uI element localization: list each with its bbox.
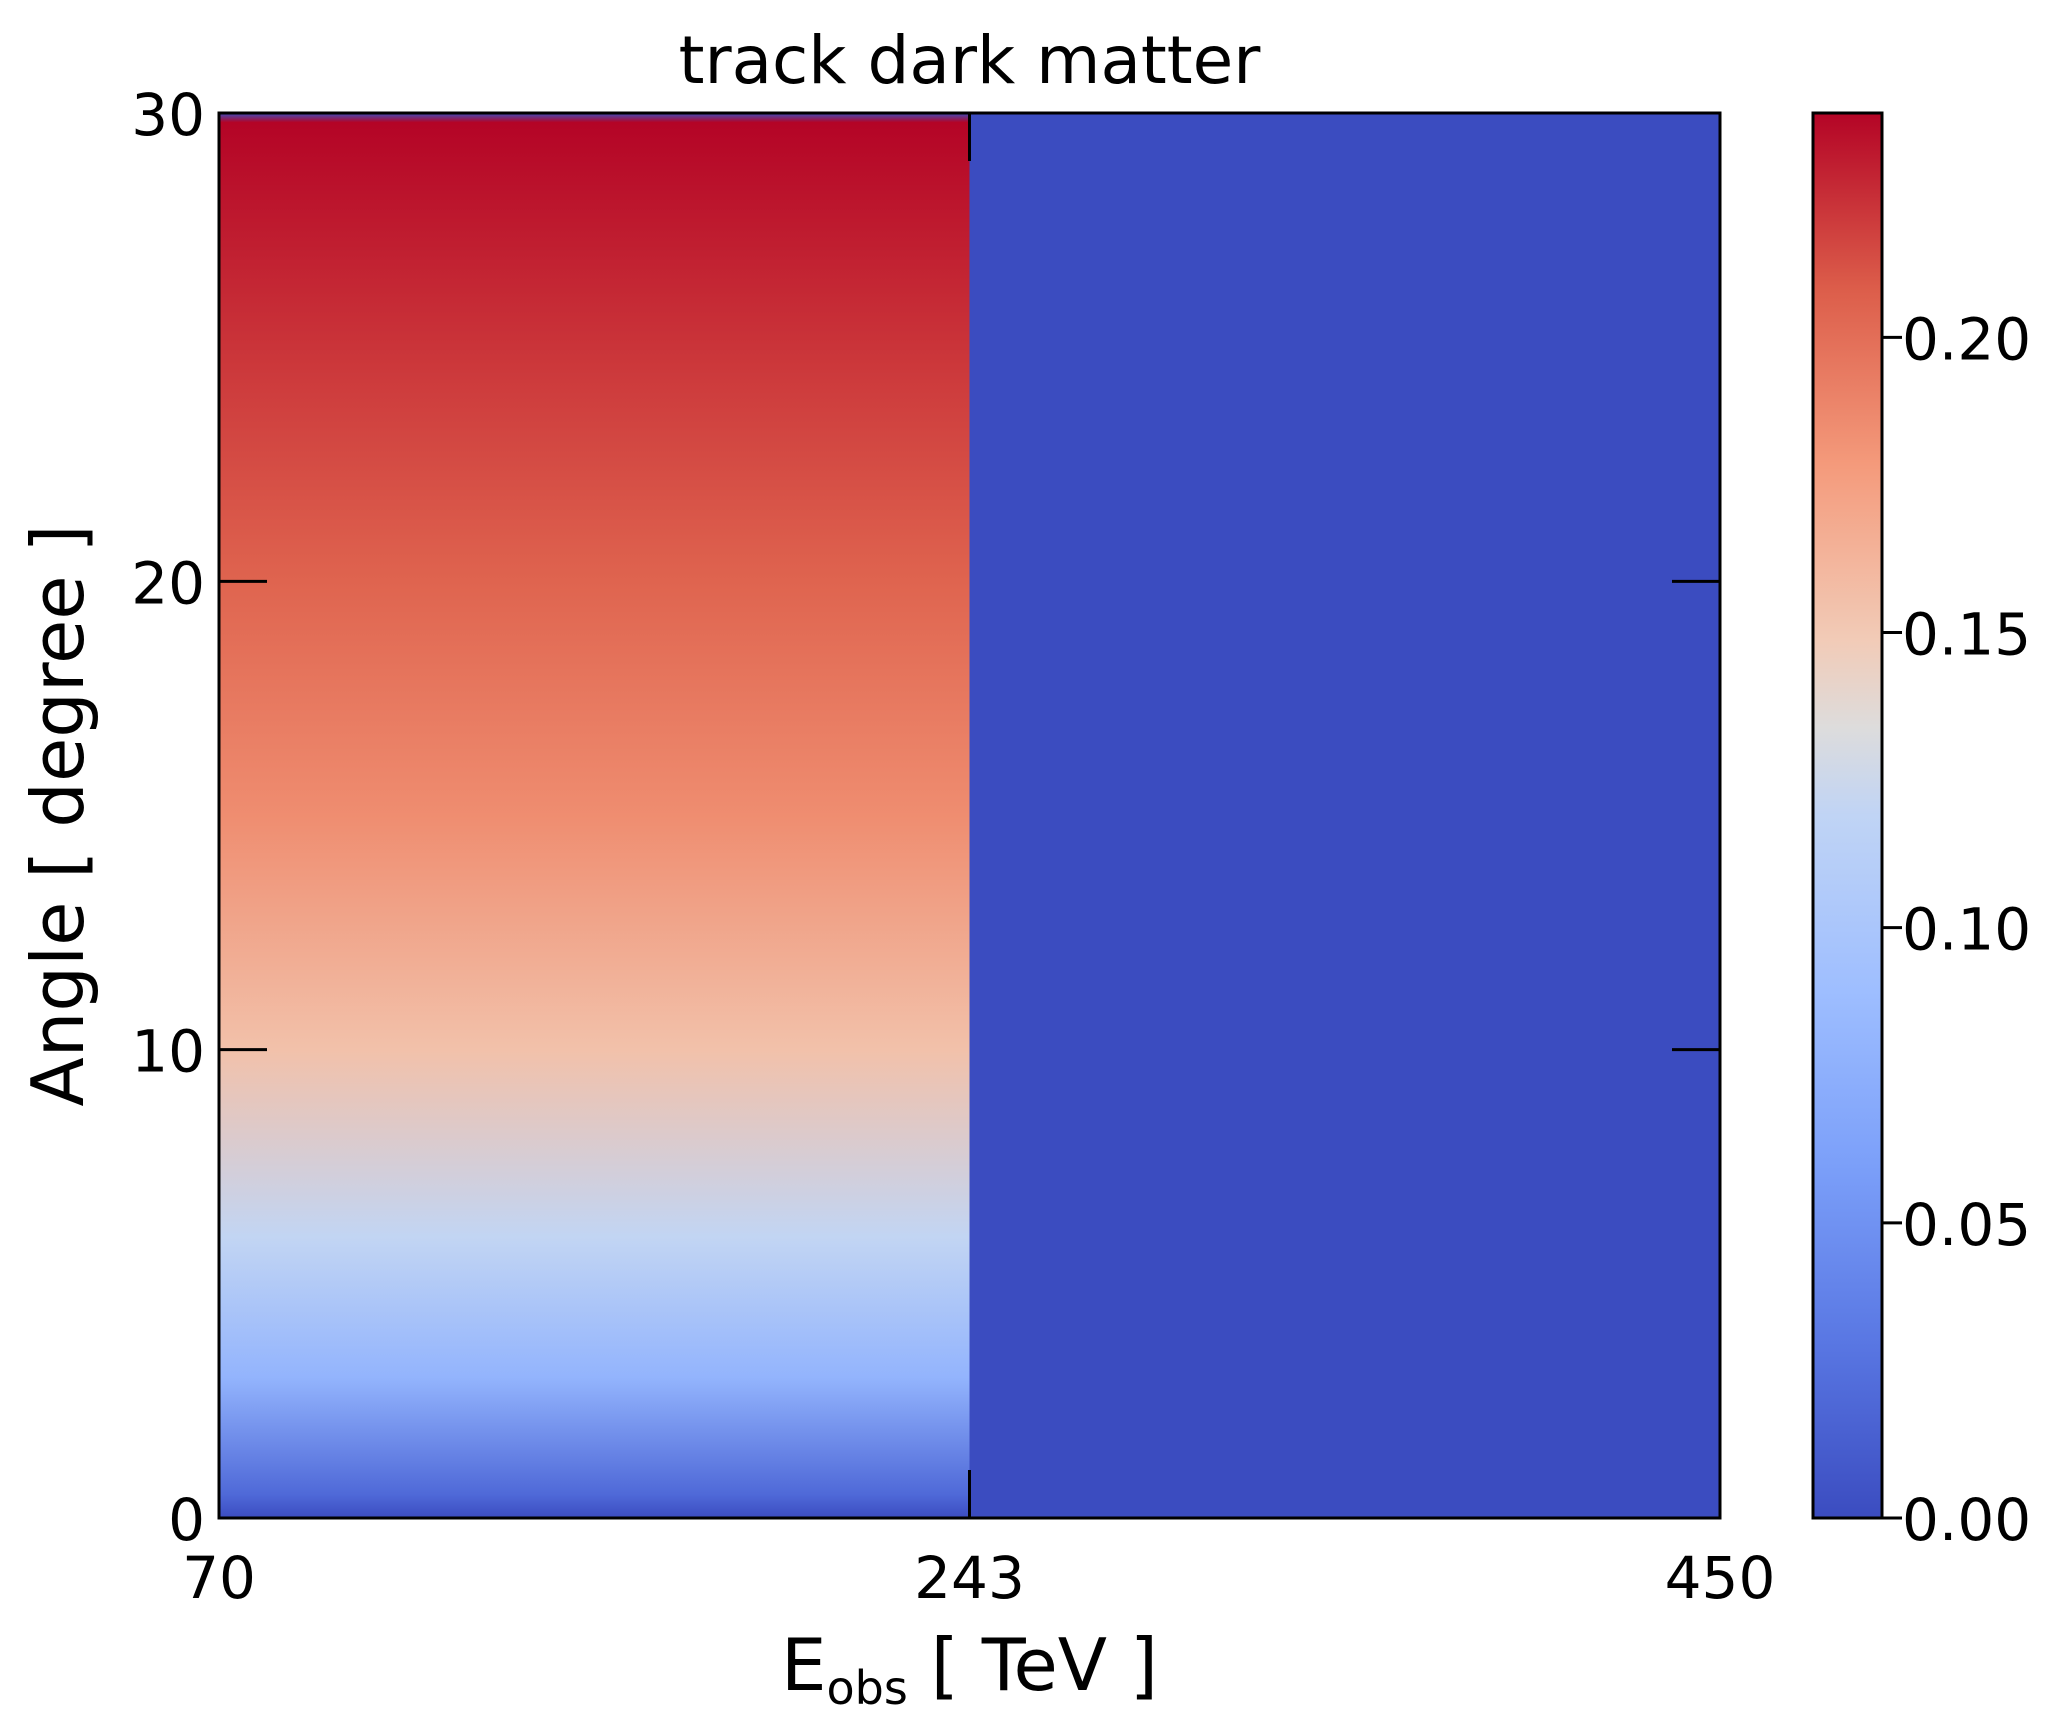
y-tick-label: 10 bbox=[131, 1018, 205, 1086]
chart-title: track dark matter bbox=[679, 22, 1262, 99]
x-tick-label: 70 bbox=[182, 1544, 256, 1612]
y-axis-title: Angle [ degree ] bbox=[16, 524, 100, 1106]
y-tick-label: 0 bbox=[168, 1486, 205, 1554]
colorbar-tick-label: 0.05 bbox=[1902, 1191, 2031, 1259]
colorbar-tick-label: 0.20 bbox=[1902, 305, 2031, 373]
colorbar bbox=[1811, 111, 1884, 1520]
heatmap-cell bbox=[969, 113, 1721, 1518]
x-axis-title-main: E bbox=[781, 1623, 827, 1707]
x-axis: 70 243 450 bbox=[182, 113, 1775, 1612]
x-axis-title-unit: [ TeV ] bbox=[908, 1623, 1158, 1707]
y-tick-label: 30 bbox=[131, 81, 205, 149]
colorbar-axis: 0.00 0.05 0.10 0.15 0.20 bbox=[1882, 305, 2031, 1554]
heatmap-cell bbox=[219, 113, 970, 1518]
x-tick-label: 243 bbox=[914, 1544, 1025, 1612]
x-axis-title: Eobs [ TeV ] bbox=[781, 1623, 1158, 1715]
colorbar-tick-label: 0.10 bbox=[1902, 896, 2031, 964]
colorbar-tick-label: 0.15 bbox=[1902, 600, 2031, 668]
x-tick-label: 450 bbox=[1665, 1544, 1776, 1612]
y-axis: 0 10 20 30 bbox=[131, 81, 1720, 1554]
y-tick-label: 20 bbox=[131, 549, 205, 617]
heatmap-cells bbox=[219, 113, 1721, 1518]
x-axis-title-subscript: obs bbox=[827, 1661, 908, 1715]
colorbar-tick-label: 0.00 bbox=[1902, 1486, 2031, 1554]
